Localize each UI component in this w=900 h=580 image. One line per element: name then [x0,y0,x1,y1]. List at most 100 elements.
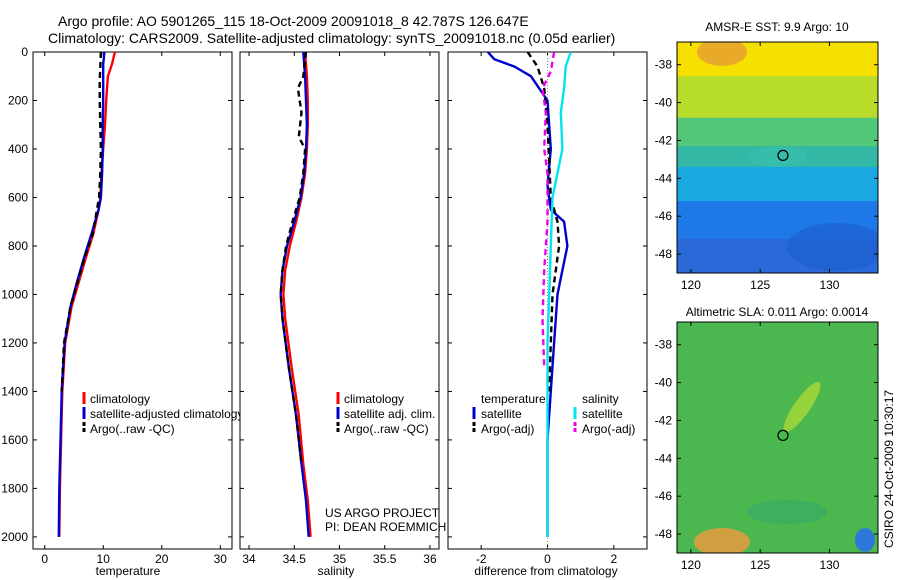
x-tick-label: 36 [423,552,437,566]
sla-map-panel: Altimetric SLA: 0.011 Argo: 0.0014 -38 -4… [655,305,879,572]
y-tick-label: 2000 [1,530,28,544]
sst-map-title: AMSR-E SST: 9.9 Argo: 10 [705,20,849,34]
sal-legend-satellite-label: satellite adj. clim. [344,407,435,421]
y-tick-label: 1800 [1,481,28,495]
map-y-tick-label: -40 [655,376,673,390]
x-tick-label: 34.5 [283,552,307,566]
x-tick-label: 35.5 [373,552,397,566]
y-tick-label: 600 [8,190,28,204]
salinity-x-axis: 34 34.5 35 35.5 36 [242,52,437,566]
difference-series [486,52,572,549]
series-line-climatology [282,52,312,537]
map-x-tick-label: 130 [819,278,839,292]
map-warm-patch [697,42,747,66]
legend-sal-argo-label: Argo(-adj) [582,422,635,436]
legend-temp-satellite-label: satellite [481,407,522,421]
map-x-tick-label: 120 [681,278,701,292]
figure-title-line1: Argo profile: AO 5901265_115 18-Oct-2009… [58,13,529,29]
sla-map-image [677,322,878,553]
sst-map-axes: -38 -40 -42 -44 -46 -48 120 125 130 [655,42,878,292]
x-tick-label: 0 [41,552,48,566]
project-annotation: US ARGO PROJECT [325,506,440,520]
legend-temp-argo-label: Argo(-adj) [481,422,534,436]
difference-legend: temperature satellite Argo(-adj) salinit… [472,392,635,436]
x-tick-label: 34 [242,552,256,566]
sst-map-panel: AMSR-E SST: 9.9 Argo: 10 -38 -40 -42 -44 -46… [655,20,879,292]
sla-map-axes: -38 -40 -42 -44 -46 -48 120 125 130 [655,322,878,572]
temperature-plot-frame [32,51,233,550]
map-x-tick-label: 125 [750,558,770,572]
temperature-x-axis: 0 10 20 30 [41,52,227,566]
sla-map-frame [676,321,879,554]
map-x-tick-label: 125 [750,278,770,292]
csiro-credit: CSIRO 24-Oct-2009 10:30:17 [882,390,896,548]
legend-sal-satellite-label: satellite [582,407,623,421]
legend-satellite-label: satellite-adjusted climatology [90,407,243,421]
sst-map-frame [676,41,879,274]
map-x-tick-label: 120 [681,558,701,572]
legend-climatology-label: climatology [90,392,150,406]
map-y-tick-label: -42 [655,133,673,147]
legend-argo-label: Argo(..raw -QC) [90,422,175,436]
map-x-tick-label: 130 [819,558,839,572]
sla-map-title: Altimetric SLA: 0.011 Argo: 0.0014 [686,305,869,319]
y-tick-label: 400 [8,142,28,156]
map-y-tick-label: -38 [655,338,673,352]
legend-salinity-title: salinity [582,392,619,406]
map-y-tick-label: -42 [655,413,673,427]
map-cool-patch [787,223,878,271]
x-tick-label: -2 [476,552,487,566]
depth-axis: 0 200 400 600 800 1000 1200 1400 1600 1800 2000 [1,45,232,544]
temperature-panel: 0 200 400 600 800 1000 1200 1400 1600 1800 2000 0 1… [1,45,243,578]
x-tick-label: 35 [333,552,347,566]
map-color-band [677,117,878,148]
difference-xlabel: difference from climatology [474,564,617,578]
map-y-tick-label: -38 [655,58,673,72]
y-tick-label: 200 [8,93,28,107]
x-tick-label: 30 [214,552,228,566]
series-line-argo-raw-qc- [279,52,308,465]
y-tick-label: 1200 [1,336,28,350]
sal-legend-climatology-label: climatology [344,392,404,406]
argo-location-marker [777,149,789,161]
series-line-argo-raw-qc- [60,52,103,392]
sst-map-image [677,42,878,273]
salinity-depth-ticks [240,51,439,538]
map-low-patch [747,500,827,524]
x-tick-label: 0 [544,552,551,566]
series-line-satellite-adj-clim- [279,52,310,537]
figure-title-line2: Climatology: CARS2009. Satellite-adjuste… [48,30,615,46]
difference-depth-ticks [448,51,647,538]
map-low-patch [855,528,875,552]
salinity-plot-frame [239,51,440,550]
temperature-legend: climatology satellite-adjusted climatolo… [82,392,243,436]
series-line-temperature-argo-adj- [526,52,561,392]
map-y-tick-label: -44 [655,171,673,185]
x-tick-label: 2 [610,552,617,566]
map-front-patch [747,147,807,167]
y-tick-label: 0 [21,45,28,59]
argo-location-marker [777,429,789,441]
map-y-tick-label: -40 [655,96,673,110]
sal-legend-argo-label: Argo(..raw -QC) [344,422,429,436]
y-tick-label: 1600 [1,433,28,447]
map-color-band [677,76,878,119]
map-warm-patch [694,528,750,553]
salinity-panel: 34 34.5 35 35.5 36 salinity climatology sate… [239,51,446,578]
map-y-tick-label: -48 [655,247,673,261]
salinity-legend: climatology satellite adj. clim. Argo(..… [336,392,435,436]
x-tick-label: 10 [97,552,111,566]
series-line-salinity-satellite [546,52,572,537]
map-y-tick-label: -46 [655,489,673,503]
temperature-series [57,52,117,537]
series-line-salinity-argo-adj- [541,52,556,368]
y-tick-label: 800 [8,239,28,253]
map-high-patch [783,382,821,432]
map-color-band [677,166,878,203]
temperature-xlabel: temperature [96,564,161,578]
salinity-xlabel: salinity [318,564,355,578]
map-y-tick-label: -44 [655,451,673,465]
difference-panel: -2 0 2 difference from climatology tempera… [447,51,648,578]
salinity-series [279,52,312,537]
